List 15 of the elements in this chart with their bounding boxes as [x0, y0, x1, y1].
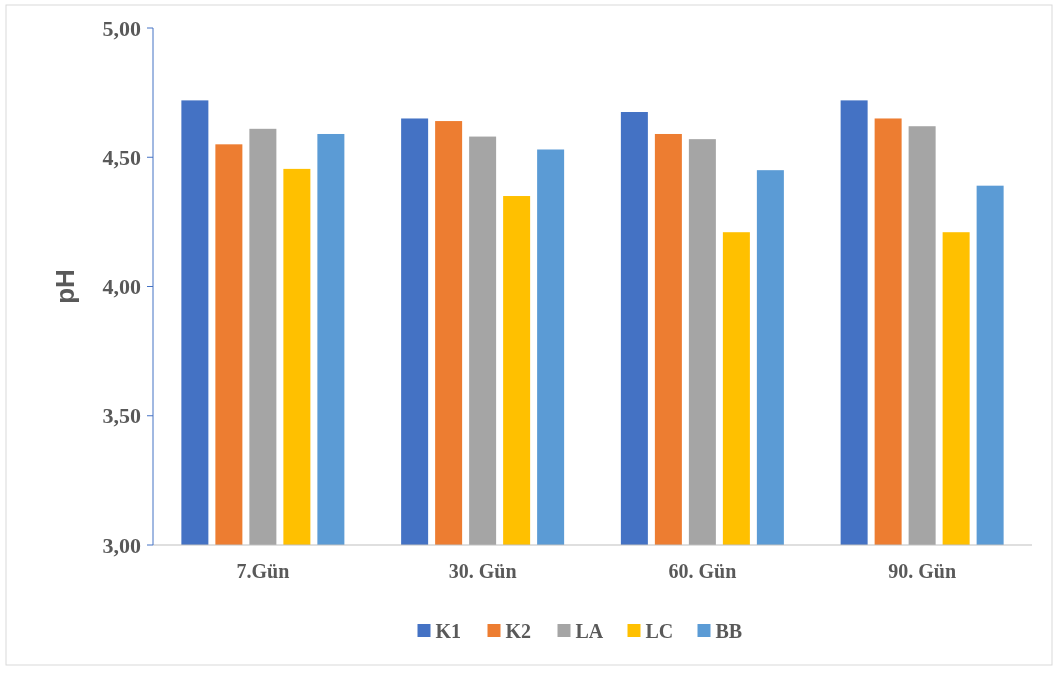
legend-label: LC — [645, 620, 674, 642]
legend-label: LA — [575, 620, 604, 642]
y-tick-label: 5,00 — [102, 15, 141, 41]
y-tick-label: 4,00 — [102, 274, 141, 300]
y-tick-label: 4,50 — [102, 144, 141, 170]
x-tick-label: 7.Gün — [236, 560, 290, 582]
x-tick-label: 30. Gün — [448, 560, 517, 582]
y-axis-title: pH — [50, 269, 80, 304]
legend-label: K1 — [435, 620, 462, 642]
y-tick-label: 3,50 — [102, 403, 141, 429]
y-tick-label: 3,00 — [102, 532, 141, 558]
x-tick-label: 60. Gün — [668, 560, 737, 582]
legend-label: K2 — [505, 620, 532, 642]
legend-label: BB — [715, 620, 743, 642]
x-tick-label: 90. Gün — [888, 560, 957, 582]
